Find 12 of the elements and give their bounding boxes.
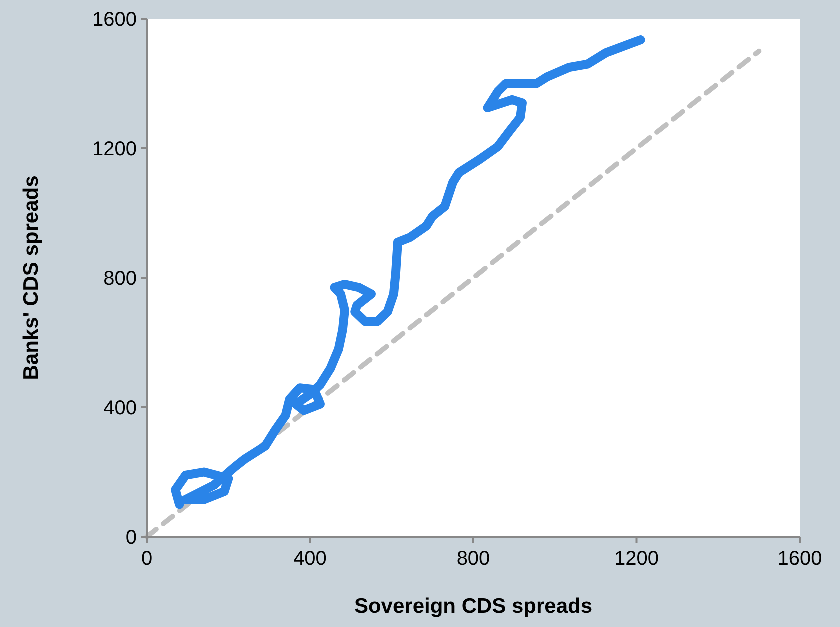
x-tick-label: 0 [141,548,153,570]
x-axis-title: Sovereign CDS spreads [354,595,593,618]
y-axis-title: Banks' CDS spreads [20,176,43,380]
y-tick-label: 400 [104,398,137,420]
y-tick-label: 0 [126,527,137,549]
x-tick-label: 800 [456,548,490,570]
x-tick-label: 400 [294,548,327,570]
x-tick-label: 1200 [614,548,659,570]
x-tick-label: 1600 [778,548,822,570]
y-tick-label: 1600 [92,9,137,31]
y-tick-label: 1200 [92,138,137,160]
y-tick-label: 800 [104,268,137,290]
